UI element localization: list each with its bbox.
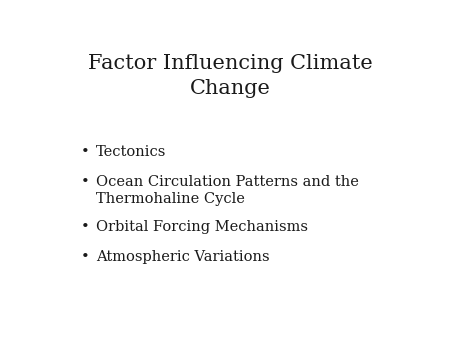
Text: •: • [81, 145, 90, 159]
Text: Tectonics: Tectonics [96, 145, 167, 159]
Text: •: • [81, 220, 90, 234]
Text: Atmospheric Variations: Atmospheric Variations [96, 250, 270, 264]
Text: Factor Influencing Climate
Change: Factor Influencing Climate Change [88, 54, 373, 98]
Text: Orbital Forcing Mechanisms: Orbital Forcing Mechanisms [96, 220, 308, 234]
Text: •: • [81, 250, 90, 264]
Text: •: • [81, 175, 90, 189]
Text: Ocean Circulation Patterns and the
Thermohaline Cycle: Ocean Circulation Patterns and the Therm… [96, 175, 359, 206]
